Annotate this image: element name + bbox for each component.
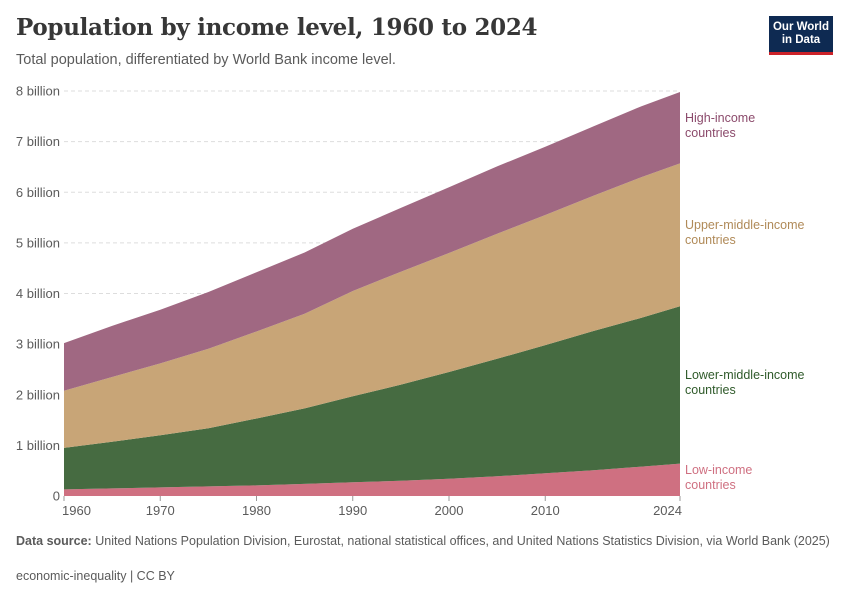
- data-source-text[interactable]: United Nations Population Division, Euro…: [95, 534, 830, 548]
- y-tick-label: 6 billion: [16, 185, 60, 200]
- y-axis: 0 1 billion 2 billion 3 billion 4 billion 5 b…: [16, 84, 60, 504]
- chart-title: Population by income level, 1960 to 2024: [16, 14, 538, 41]
- y-tick-label: 8 billion: [16, 84, 60, 99]
- area-low-income-countries[interactable]: [64, 463, 680, 496]
- area-upper-middle-income-countries[interactable]: [64, 163, 680, 448]
- series-label-line: countries: [685, 383, 736, 397]
- area-lower-middle-income-countries[interactable]: [64, 306, 680, 490]
- y-tick-label: 2 billion: [16, 387, 60, 402]
- series-label-line: High-income: [685, 111, 755, 125]
- data-source: Data source: United Nations Population D…: [16, 533, 831, 549]
- y-tick-label: 0: [53, 489, 60, 504]
- owid-logo[interactable]: Our World in Data: [769, 16, 833, 55]
- area-high-income-countries[interactable]: [64, 92, 680, 391]
- y-tick-label: 1 billion: [16, 438, 60, 453]
- x-tick-label: 1990: [338, 503, 367, 518]
- area-series: [64, 92, 680, 496]
- series-label-line: countries: [685, 478, 736, 492]
- x-tick-label: 1960: [62, 503, 91, 518]
- x-tick-label: 1970: [146, 503, 175, 518]
- y-tick-label: 7 billion: [16, 134, 60, 149]
- series-labels: Low-incomecountriesLower-middle-incomeco…: [685, 111, 805, 492]
- series-label-line: Low-income: [685, 463, 752, 477]
- x-tick-label: 2000: [435, 503, 464, 518]
- license-text[interactable]: economic-inequality | CC BY: [16, 569, 175, 583]
- data-source-label: Data source:: [16, 534, 92, 548]
- x-axis: 1960 1970 1980 1990 2000 2010 2024: [62, 496, 682, 518]
- series-label-line: countries: [685, 233, 736, 247]
- x-tick-label: 2024: [653, 503, 682, 518]
- logo-line-1: Our World: [772, 21, 829, 33]
- series-label-line: Lower-middle-income: [685, 368, 805, 382]
- chart-subtitle: Total population, differentiated by Worl…: [16, 52, 396, 68]
- x-tick-label: 2010: [531, 503, 560, 518]
- y-tick-label: 5 billion: [16, 235, 60, 250]
- series-label-line: countries: [685, 126, 736, 140]
- series-label-line: Upper-middle-income: [685, 218, 805, 232]
- y-tick-label: 4 billion: [16, 286, 60, 301]
- y-tick-label: 3 billion: [16, 337, 60, 352]
- logo-line-2: in Data: [781, 34, 821, 46]
- x-tick-label: 1980: [242, 503, 271, 518]
